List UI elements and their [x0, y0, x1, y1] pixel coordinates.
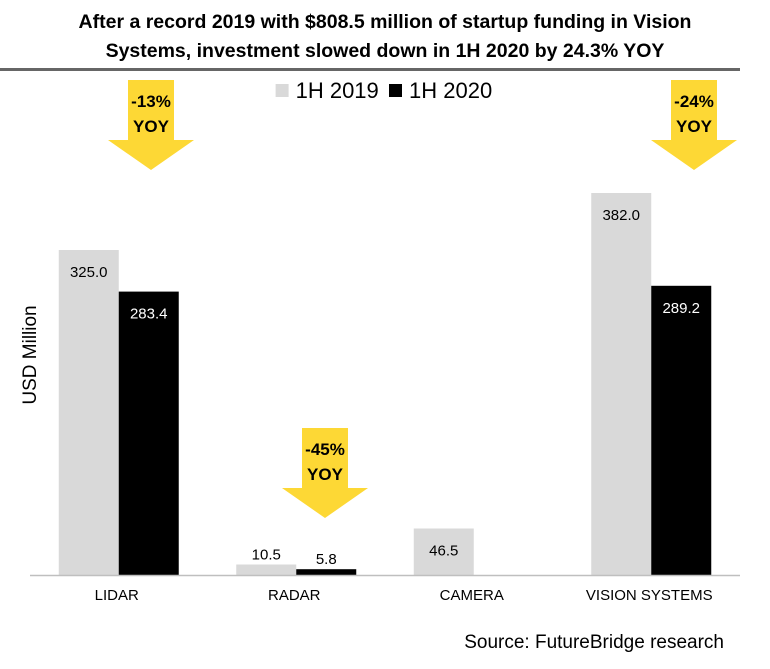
- bar-1h-2020-radar: [296, 569, 357, 575]
- x-tick-label-camera: CAMERA: [440, 587, 504, 604]
- x-tick-label-vision-systems: VISION SYSTEMS: [586, 587, 713, 604]
- data-label-1h-2019-lidar: 325.0: [70, 264, 108, 281]
- data-label-1h-2020-lidar: 283.4: [130, 306, 168, 323]
- yoy-arrow-lidar: [108, 80, 194, 170]
- yoy-label-radar: YOY: [307, 465, 344, 484]
- y-axis-label: USD Million: [20, 305, 41, 404]
- yoy-percent-vision-systems: -24%: [674, 92, 714, 111]
- yoy-label-lidar: YOY: [133, 117, 170, 136]
- bar-1h-2019-vision-systems: [591, 193, 652, 575]
- legend-label-1h-2019: 1H 2019: [296, 78, 379, 103]
- data-label-1h-2019-radar: 10.5: [252, 547, 281, 564]
- chart-title-line-1: After a record 2019 with $808.5 million …: [78, 11, 692, 33]
- source-note: Source: FutureBridge research: [464, 632, 724, 653]
- yoy-percent-radar: -45%: [305, 440, 345, 459]
- chart-title: After a record 2019 with $808.5 million …: [0, 8, 770, 66]
- legend-swatch-1h-2019: [275, 84, 289, 97]
- yoy-arrow-vision-systems: [651, 80, 737, 170]
- bar-1h-2020-lidar: [118, 291, 179, 575]
- legend-label-1h-2020: 1H 2020: [409, 78, 492, 103]
- legend-swatch-1h-2020: [389, 84, 402, 97]
- bar-1h-2020-vision-systems: [651, 285, 712, 575]
- x-tick-label-lidar: LIDAR: [95, 587, 139, 604]
- chart-title-line-2: Systems, investment slowed down in 1H 20…: [105, 40, 665, 62]
- data-label-1h-2020-radar: 5.8: [316, 551, 337, 568]
- data-label-1h-2019-camera: 46.5: [429, 543, 458, 560]
- bar-1h-2019-radar: [236, 564, 297, 575]
- yoy-label-vision-systems: YOY: [676, 117, 713, 136]
- data-label-1h-2019-vision-systems: 382.0: [602, 207, 640, 224]
- bar-1h-2019-camera: [413, 528, 474, 575]
- data-label-1h-2020-vision-systems: 289.2: [662, 300, 700, 317]
- yoy-arrow-radar: [282, 428, 368, 518]
- yoy-percent-lidar: -13%: [131, 92, 171, 111]
- title-divider: [0, 68, 740, 71]
- x-tick-label-radar: RADAR: [268, 587, 321, 604]
- bar-1h-2019-lidar: [58, 250, 119, 575]
